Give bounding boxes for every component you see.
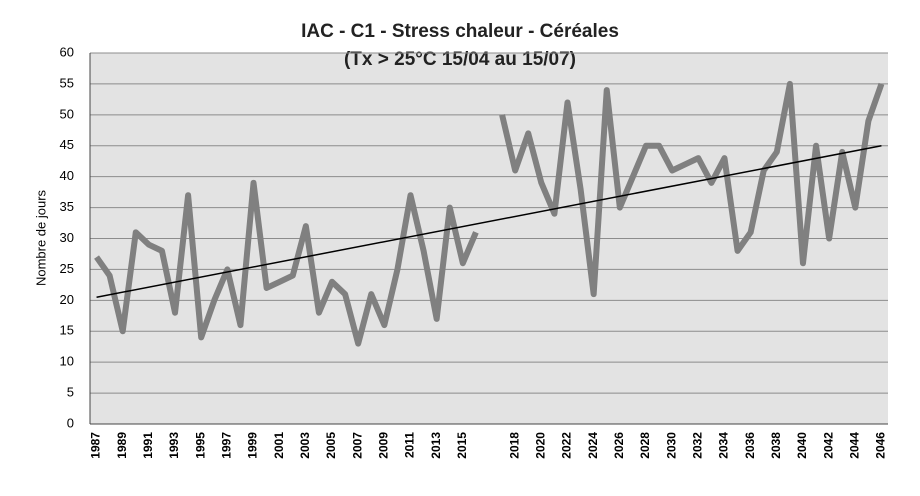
x-tick-label: 1995: [193, 432, 207, 459]
data-line: [94, 179, 479, 347]
x-tick-label: 2036: [743, 432, 757, 459]
y-axis-label: Nombre de jours: [33, 189, 48, 286]
x-tick-label: 2003: [298, 432, 312, 459]
x-tick-label: 2011: [403, 432, 417, 458]
chart-subtitle: (Tx > 25°C 15/04 au 15/07): [344, 49, 576, 70]
y-tick-label: 25: [60, 261, 74, 276]
x-tick-label: 1997: [220, 432, 234, 459]
chart-title: IAC - C1 - Stress chaleur - Céréales: [301, 21, 619, 42]
x-tick-label: 2022: [560, 432, 574, 459]
y-tick-label: 30: [60, 230, 74, 245]
data-line: [499, 80, 885, 298]
x-tick-label: 2007: [350, 432, 364, 459]
trend-line: [96, 145, 882, 298]
x-tick-label: 2032: [690, 432, 704, 459]
x-tick-label: 1987: [89, 432, 103, 459]
x-tick-label: 2038: [769, 432, 783, 459]
x-tick-label: 2034: [717, 432, 731, 459]
y-tick-label: 50: [60, 106, 74, 121]
y-tick-label: 40: [60, 168, 74, 183]
y-tick-label: 10: [60, 354, 74, 369]
x-tick-label: 2046: [874, 432, 888, 459]
x-tick-label: 2018: [507, 432, 521, 459]
x-tick-label: 2001: [272, 432, 286, 459]
x-tick-label: 2009: [377, 432, 391, 459]
x-tick-label: 2015: [455, 432, 469, 459]
x-tick-label: 2042: [821, 432, 835, 459]
x-tick-label: 2005: [324, 432, 338, 459]
x-tick-label: 2040: [795, 432, 809, 459]
x-tick-label: 2013: [429, 432, 443, 459]
y-tick-label: 55: [60, 75, 74, 90]
y-tick-label: 35: [60, 199, 74, 214]
x-tick-label: 2020: [533, 432, 547, 459]
y-tick-label: 5: [67, 385, 74, 400]
y-tick-label: 15: [60, 323, 74, 338]
y-tick-label: 60: [60, 44, 74, 59]
y-tick-label: 20: [60, 292, 74, 307]
x-tick-label: 1999: [246, 432, 260, 459]
x-tick-label: 2026: [612, 432, 626, 459]
x-tick-label: 1991: [141, 432, 155, 459]
x-tick-label: 1993: [167, 432, 181, 459]
x-tick-label: 2030: [664, 432, 678, 459]
y-tick-label: 0: [67, 415, 74, 430]
x-tick-label: 2028: [638, 432, 652, 459]
x-tick-label: 1989: [115, 432, 129, 459]
x-tick-label: 2044: [847, 432, 861, 459]
x-tick-label: 2024: [586, 432, 600, 459]
y-tick-label: 45: [60, 137, 74, 152]
